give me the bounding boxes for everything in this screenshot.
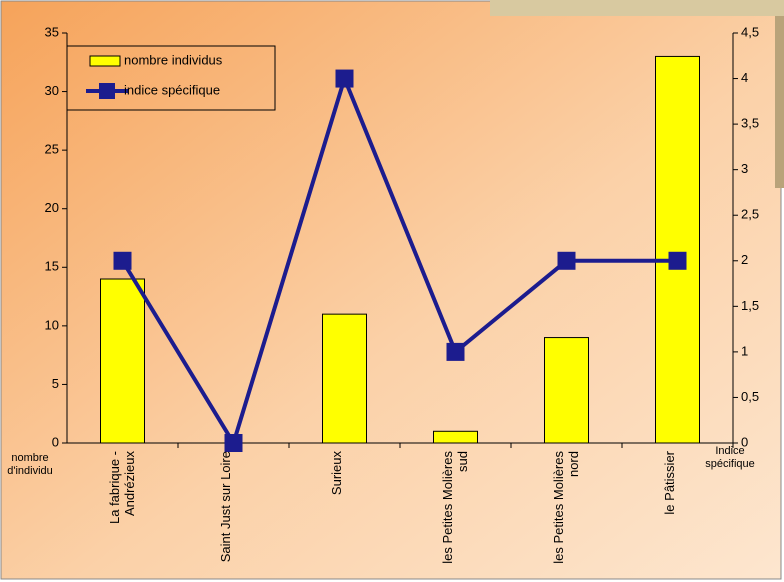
y2-tick-label: 2 [741,252,748,267]
bar [322,313,367,444]
bar [100,278,145,444]
marker [113,251,132,270]
marker [557,251,576,270]
legend-swatch [89,55,121,67]
y2-tick-label: 1 [741,343,748,358]
y2-tick-label: 3,5 [741,116,759,131]
bar [655,55,700,444]
y2-tick-label: 1,5 [741,298,759,313]
line [120,72,678,448]
x-tick-label: La fabrique - Andrézieux [106,451,137,524]
y-axis-title: nombre d'individu [7,452,53,477]
x-tick-label: Saint Just sur Loire [217,451,233,563]
legend-box [66,45,276,111]
legend-label: indice spécifique [124,82,220,97]
y-tick-label: 5 [52,376,59,391]
decoration [775,16,784,188]
y-tick-label: 10 [45,317,59,332]
x-tick-label: les Petites Molières sud [439,451,470,564]
x-tick-label: les Petites Molières nord [550,451,581,564]
marker [446,342,465,361]
y2-tick-label: 4 [741,70,748,85]
marker [224,434,243,452]
y2-axis-title: Indice spécifique [705,445,755,470]
x-tick-label: le Pâtissier [661,451,677,515]
y2-tick-label: 0,5 [741,389,759,404]
y-tick-label: 30 [45,83,59,98]
y-tick-label: 0 [52,434,59,449]
marker [335,69,354,88]
bar [544,337,589,444]
y-tick-label: 25 [45,142,59,157]
y2-tick-label: 4,5 [741,24,759,39]
y-tick-label: 35 [45,24,59,39]
legend-swatch [99,83,115,99]
y2-tick-label: 0 [741,434,748,449]
y-tick-label: 20 [45,200,59,215]
bar [433,430,478,444]
marker [668,251,687,270]
x-tick-label: Surieux [328,451,344,496]
decoration [490,0,784,16]
legend-label: nombre individus [124,52,223,67]
y2-tick-label: 3 [741,161,748,176]
y2-tick-label: 2,5 [741,207,759,222]
y-tick-label: 15 [45,259,59,274]
